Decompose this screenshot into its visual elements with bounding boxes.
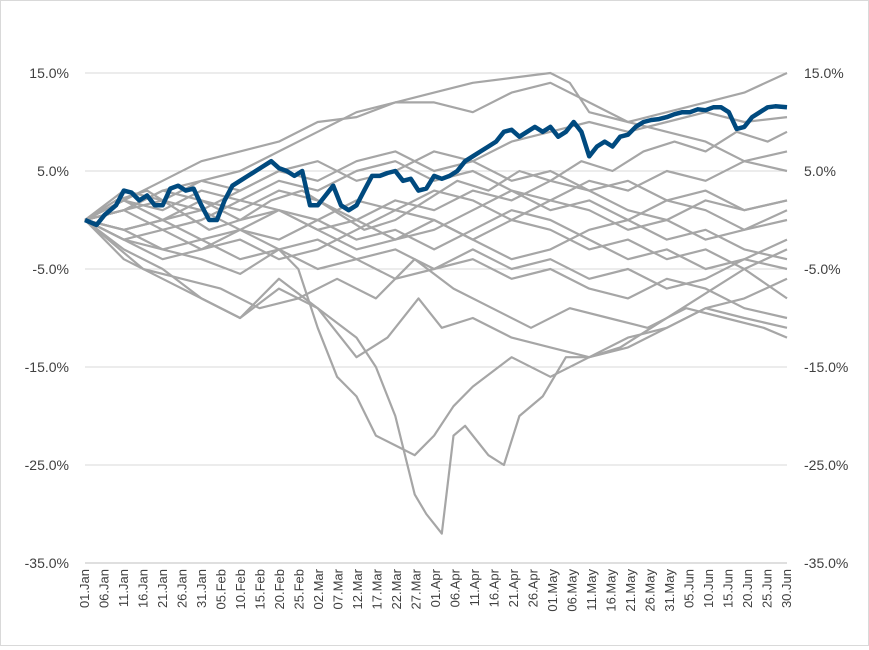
series-line-13 [84, 218, 788, 290]
secondary-y-tick-label: -5.0% [804, 261, 841, 277]
series-line-3 [84, 219, 788, 359]
secondary-y-tick-label: -15.0% [804, 359, 848, 375]
x-tick-label: 16.Apr [487, 568, 502, 607]
x-tick-label: 26.May [643, 569, 658, 612]
x-tick-label: 15.Feb [253, 569, 268, 609]
x-tick-label: 11.Apr [467, 568, 482, 606]
x-tick-label: 27.Mar [409, 568, 424, 609]
series-line-8 [84, 130, 788, 231]
x-tick-label: 31.May [662, 569, 677, 612]
x-tick-label: 20.Feb [272, 569, 287, 609]
x-tick-label: 05.Feb [214, 569, 229, 609]
x-tick-label: 15.Jun [721, 569, 736, 608]
x-tick-label: 21.Jan [155, 569, 170, 608]
series-line-14 [84, 150, 788, 221]
series-line-15 [84, 209, 788, 271]
y-axis-left: 15.0% 5.0% -5.0% -15.0% -25.0% -35.0% [25, 65, 69, 571]
secondary-y-tick-label: -25.0% [804, 457, 848, 473]
gridlines [85, 72, 787, 564]
x-tick-label: 30.Jun [779, 569, 794, 608]
secondary-y-tick-label: 5.0% [804, 163, 836, 179]
x-tick-label: 16.Jan [136, 569, 151, 608]
y-tick-label: -25.0% [25, 457, 69, 473]
x-tick-label: 10.Feb [233, 569, 248, 609]
x-tick-label: 12.Mar [350, 568, 365, 609]
x-tick-label: 10.Jun [701, 569, 716, 608]
series-line-6 [84, 72, 788, 221]
series-line-4 [84, 219, 788, 339]
secondary-y-tick-label: -35.0% [804, 555, 848, 571]
y-tick-label: 15.0% [29, 65, 69, 81]
x-tick-label: 25.Feb [292, 569, 307, 609]
series-line-1 [84, 219, 788, 457]
y-tick-label: 5.0% [37, 163, 69, 179]
x-tick-label: 06.May [565, 569, 580, 612]
series-line-2 [84, 219, 788, 535]
x-tick-label: 20.Jun [740, 569, 755, 608]
x-tick-label: 01.May [545, 569, 560, 612]
x-tick-label: 26.Apr [526, 568, 541, 607]
y-tick-label: -15.0% [25, 359, 69, 375]
x-tick-label: 01.Apr [428, 568, 443, 607]
x-tick-label: 06.Jan [97, 569, 112, 608]
highlighted-series-line [84, 104, 788, 228]
x-tick-label: 07.Mar [331, 568, 346, 609]
x-tick-label: 17.Mar [370, 568, 385, 609]
y-tick-label: -35.0% [25, 555, 69, 571]
x-tick-label: 11.May [584, 569, 599, 611]
series-lines [84, 71, 788, 535]
y-axis-right: 15.0% 5.0% -5.0% -15.0% -25.0% -35.0% [804, 65, 848, 571]
x-tick-label: 22.Mar [389, 568, 404, 609]
x-tick-label: 21.May [623, 569, 638, 612]
x-tick-label: 11.Jan [116, 569, 131, 607]
x-axis: 01.Jan 06.Jan 11.Jan 16.Jan 21.Jan 26.Jan 31.J… [77, 568, 794, 611]
x-tick-label: 16.May [604, 569, 619, 612]
series-line-18 [84, 199, 788, 320]
x-tick-label: 01.Jan [77, 569, 92, 608]
x-tick-label: 06.Apr [448, 568, 463, 607]
x-tick-label: 02.Mar [311, 568, 326, 609]
x-tick-label: 05.Jun [682, 569, 697, 608]
secondary-y-tick-label: 15.0% [804, 65, 844, 81]
y-tick-label: -5.0% [32, 261, 69, 277]
series-line-12 [84, 160, 788, 261]
x-tick-label: 25.Jun [760, 569, 775, 608]
series-line-5 [84, 71, 788, 222]
x-tick-label: 26.Jan [175, 569, 190, 608]
x-tick-label: 21.Apr [506, 568, 521, 607]
series-line-17 [84, 189, 788, 300]
x-tick-label: 31.Jan [194, 569, 209, 608]
